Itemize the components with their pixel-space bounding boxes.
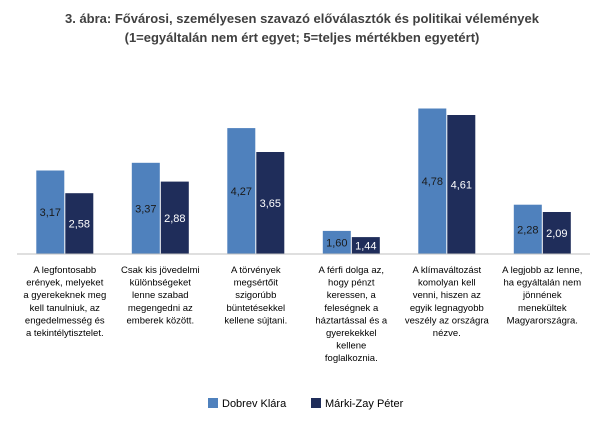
plot-area: 3,17 2,58 3,37 2,88 4,27 3,65 1,60 1,44 4,78 4,61… — [36, 108, 571, 254]
data-label-dobrev-1: 3,37 — [135, 203, 156, 215]
category-label-line: különbségeket — [130, 278, 192, 289]
category-label-line: kellene — [336, 341, 366, 352]
category-label-line: feleségnek a — [324, 303, 379, 314]
category-label-line: megsértőit — [234, 278, 279, 289]
data-label-marki-zay-5: 2,09 — [546, 228, 567, 240]
category-label-line: a gyerekeknek meg — [23, 290, 106, 301]
data-label-marki-zay-3: 1,44 — [355, 241, 376, 253]
category-label-0: A legfontosabb erények, melyeket a gyereke… — [23, 265, 106, 339]
bar-dobrev-4 — [418, 108, 447, 254]
chart-subtitle: (1=egyáltalán nem ért egyet; 5=teljes mé… — [125, 30, 480, 45]
data-label-marki-zay-2: 3,65 — [260, 198, 281, 210]
category-label-line: háztartással és a — [315, 315, 388, 326]
bar-marki-zay-2 — [256, 152, 285, 254]
category-label-line: szigorúbb — [235, 290, 276, 301]
category-label-1: Csak kis jövedelmi különbségeket lenne sza… — [121, 265, 200, 326]
data-label-dobrev-4: 4,78 — [422, 176, 443, 188]
chart-title: 3. ábra: Fővárosi, személyesen szavazó e… — [65, 11, 540, 26]
category-label-line: gyerekekkel — [326, 328, 377, 339]
category-label-line: veszély az országra — [405, 315, 490, 326]
category-label-line: lenne szabad — [132, 290, 189, 301]
bar-marki-zay-3 — [351, 237, 380, 254]
category-label-line: kell tanulniuk, az — [30, 303, 100, 314]
category-label-line: kellene sújtani. — [224, 315, 287, 326]
category-label-line: A férfi dolga az, — [319, 265, 384, 276]
category-label-line: emberek között. — [127, 315, 195, 326]
category-label-line: venni, hiszen az — [413, 290, 481, 301]
legend-swatch-marki-zay — [311, 398, 321, 408]
category-label-line: a tekintélytisztelet. — [26, 328, 104, 339]
category-label-line: ha egyáltalán nem — [503, 278, 581, 289]
category-label-line: keressen, a — [327, 290, 377, 301]
category-label-line: A klímaváltozást — [412, 265, 481, 276]
category-label-line: A legjobb az lenne, — [502, 265, 582, 276]
category-label-line: egyik legnagyobb — [410, 303, 484, 314]
category-label-5: A legjobb az lenne, ha egyáltalán nem jönn… — [502, 265, 582, 326]
category-label-4: A klímaváltozást komolyan kell venni, hisz… — [405, 265, 490, 339]
category-label-line: nézve. — [433, 328, 461, 339]
data-label-dobrev-3: 1,60 — [326, 237, 347, 249]
category-label-line: jönnének — [522, 290, 562, 301]
bar-dobrev-3 — [322, 230, 351, 254]
legend: Dobrev Klára Márki-Zay Péter — [208, 398, 404, 410]
legend-label-dobrev: Dobrev Klára — [222, 398, 287, 410]
category-label-line: komolyan kell — [418, 278, 476, 289]
data-label-marki-zay-0: 2,58 — [69, 219, 90, 231]
category-label-line: Csak kis jövedelmi — [121, 265, 200, 276]
category-label-line: engedelmesség és — [25, 315, 105, 326]
category-label-line: menekültek — [518, 303, 567, 314]
data-label-marki-zay-1: 2,88 — [164, 213, 185, 225]
bar-dobrev-2 — [227, 128, 256, 254]
data-label-dobrev-0: 3,17 — [40, 207, 61, 219]
bar-marki-zay-4 — [447, 115, 476, 254]
category-label-line: foglalkoznia. — [325, 353, 378, 364]
data-label-marki-zay-4: 4,61 — [451, 180, 472, 192]
bar-dobrev-1 — [131, 162, 160, 254]
bar-marki-zay-1 — [160, 181, 189, 254]
bar-marki-zay-5 — [542, 212, 571, 254]
category-label-line: megengedni az — [128, 303, 193, 314]
category-label-line: erények, melyeket — [26, 278, 103, 289]
category-label-line: büntetésekkel — [226, 303, 285, 314]
category-label-line: Magyarországra. — [507, 315, 578, 326]
data-label-dobrev-5: 2,28 — [517, 224, 538, 236]
legend-swatch-dobrev — [208, 398, 218, 408]
bar-dobrev-5 — [513, 204, 542, 254]
legend-label-marki-zay: Márki-Zay Péter — [325, 398, 404, 410]
category-label-line: hogy pénzt — [328, 278, 375, 289]
category-label-line: A törvények — [231, 265, 281, 276]
category-labels: A legfontosabb erények, melyeket a gyereke… — [23, 265, 582, 364]
category-label-line: A legfontosabb — [33, 265, 96, 276]
data-label-dobrev-2: 4,27 — [231, 186, 252, 198]
bar-dobrev-0 — [36, 170, 65, 254]
category-label-3: A férfi dolga az, hogy pénzt keressen, a fe… — [315, 265, 388, 364]
category-label-2: A törvények megsértőit szigorúbb büntetések… — [224, 265, 287, 326]
bar-marki-zay-0 — [65, 193, 94, 254]
